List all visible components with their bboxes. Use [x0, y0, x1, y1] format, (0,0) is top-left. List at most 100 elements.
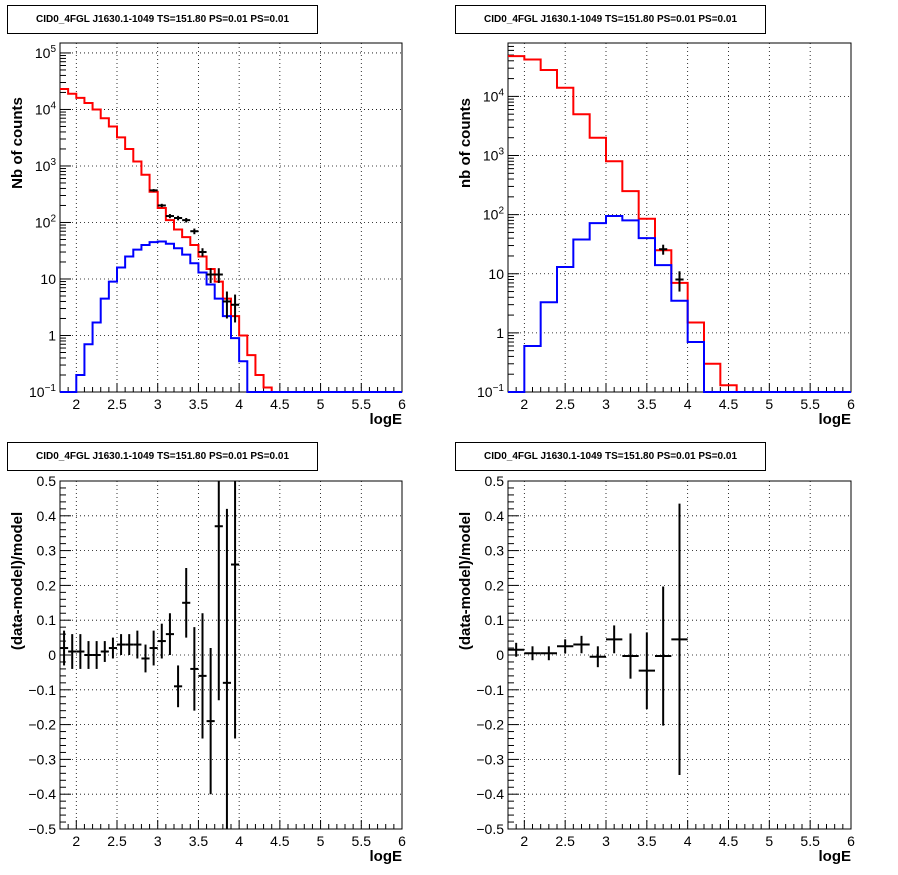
x-tick-label: 3.5: [189, 396, 209, 412]
y-tick-label: 0.1: [37, 612, 57, 628]
x-tick-label: 4.5: [270, 396, 290, 412]
step-series-blue: [60, 240, 402, 393]
data-point: [125, 634, 134, 655]
y-tick-label: 10−1: [29, 383, 56, 400]
y-tick-label: −0.2: [476, 717, 504, 733]
data-point: [133, 630, 142, 659]
data-point: [214, 481, 223, 701]
y-tick-label: 10: [488, 266, 504, 282]
data-point: [165, 214, 174, 219]
data-point: [182, 568, 191, 638]
y-tick-label: 0.3: [37, 543, 57, 559]
y-tick-label: −0.3: [28, 751, 56, 767]
y-tick-label: 103: [483, 147, 505, 164]
data-point: [174, 665, 183, 708]
data-point: [655, 586, 672, 726]
data-point: [198, 613, 207, 739]
data-point: [622, 633, 639, 679]
y-tick-label: −0.1: [476, 682, 504, 698]
x-tick-label: 2.5: [555, 396, 575, 412]
y-tick-label: 104: [35, 100, 57, 117]
data-point: [231, 481, 240, 739]
x-tick-label: 4: [684, 396, 692, 412]
x-tick-label: 6: [847, 833, 855, 849]
x-tick-label: 4.5: [719, 396, 739, 412]
plot-frame: [59, 42, 403, 393]
data-point: [508, 642, 525, 657]
x-tick-label: 6: [398, 833, 406, 849]
x-tick-label: 6: [847, 396, 855, 412]
y-tick-label: 0: [496, 647, 504, 663]
x-tick-label: 2: [520, 396, 528, 412]
data-point: [659, 244, 668, 255]
x-tick-label: 2: [520, 833, 528, 849]
data-point: [540, 646, 557, 661]
x-tick-label: 2: [72, 396, 80, 412]
x-tick-label: 3.5: [189, 833, 209, 849]
panel-title-bottom-right: CID0_4FGL J1630.1-1049 TS=151.80 PS=0.01…: [455, 442, 766, 471]
data-point: [157, 203, 166, 208]
x-tick-label: 5.5: [800, 833, 820, 849]
data-point: [222, 508, 231, 829]
y-tick-label: 102: [35, 213, 57, 230]
x-tick-label: 3: [154, 396, 162, 412]
x-tick-label: 4.5: [270, 833, 290, 849]
data-point: [141, 644, 150, 673]
data-point: [222, 291, 231, 319]
y-tick-label: −0.5: [28, 821, 56, 837]
x-axis-label: logE: [819, 411, 852, 428]
data-point: [206, 268, 215, 283]
x-tick-label: 5: [317, 396, 325, 412]
data-point: [671, 503, 688, 776]
y-tick-label: −0.3: [476, 751, 504, 767]
x-axis-label: logE: [370, 411, 403, 428]
data-point: [198, 248, 207, 257]
panel-title-bottom-left: CID0_4FGL J1630.1-1049 TS=151.80 PS=0.01…: [7, 442, 318, 471]
step-series-red: [60, 88, 402, 393]
y-tick-label: −0.4: [28, 786, 56, 802]
y-tick-label: −0.2: [28, 717, 56, 733]
x-tick-label: 4: [235, 833, 243, 849]
y-axis-label: (data-model)/model: [9, 512, 26, 650]
y-tick-label: 102: [483, 206, 505, 223]
y-tick-label: 0: [48, 647, 56, 663]
data-point: [100, 641, 109, 662]
data-point: [557, 639, 574, 654]
y-tick-label: 0.2: [485, 577, 505, 593]
y-axis-label: Nb of counts: [9, 97, 26, 189]
data-point: [76, 634, 85, 669]
x-tick-label: 3: [602, 833, 610, 849]
data-point: [231, 294, 240, 323]
y-tick-label: −0.5: [476, 821, 504, 837]
y-tick-label: 10−1: [477, 383, 504, 400]
data-point: [524, 646, 541, 661]
data-point: [206, 648, 215, 795]
x-tick-label: 6: [398, 396, 406, 412]
y-tick-label: −0.1: [28, 682, 56, 698]
data-point: [92, 641, 101, 669]
data-point: [149, 189, 158, 192]
x-tick-label: 5.5: [352, 396, 372, 412]
y-tick-label: 0.2: [37, 577, 57, 593]
x-tick-label: 5.5: [800, 396, 820, 412]
x-tick-label: 3.5: [637, 833, 657, 849]
data-point: [190, 627, 199, 711]
data-point: [190, 228, 199, 235]
y-tick-label: 10: [40, 271, 56, 287]
data-point: [60, 630, 69, 666]
data-point: [675, 271, 684, 292]
x-tick-label: 3: [602, 396, 610, 412]
data-point: [117, 634, 126, 655]
y-tick-label: 103: [35, 157, 57, 174]
step-series-blue: [508, 214, 851, 393]
x-tick-label: 2.5: [555, 833, 575, 849]
x-tick-label: 2.5: [107, 833, 127, 849]
data-point: [68, 634, 77, 669]
data-point: [214, 268, 223, 283]
x-tick-label: 3: [154, 833, 162, 849]
data-point: [149, 630, 158, 666]
